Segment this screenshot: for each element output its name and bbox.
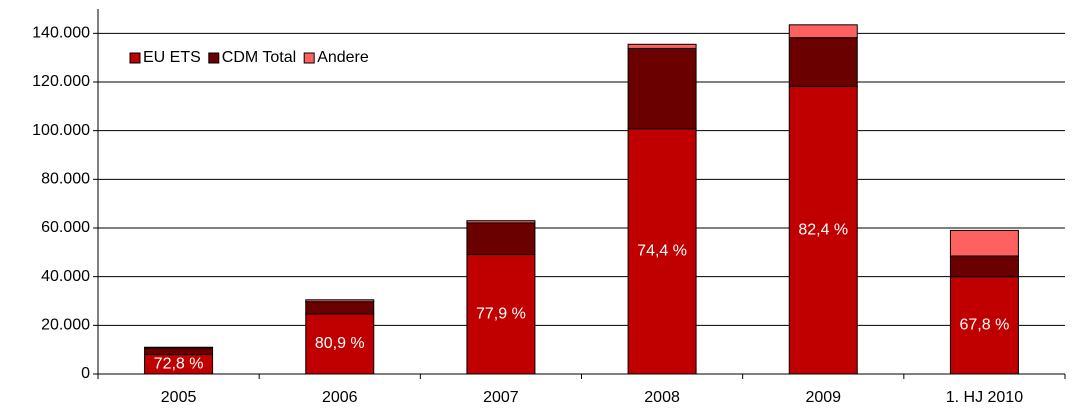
share-label: 74,4 %	[637, 243, 687, 260]
share-label: 80,9 %	[315, 335, 365, 352]
y-tick-label: 0	[81, 365, 90, 382]
x-tick-label: 2008	[644, 389, 680, 406]
share-label: 82,4 %	[798, 221, 848, 238]
legend-swatch	[129, 52, 141, 64]
bar-segment	[949, 255, 1019, 278]
share-label: 77,9 %	[476, 305, 526, 322]
legend-swatch	[303, 52, 315, 64]
bar-segment	[466, 220, 536, 224]
bar-segment	[949, 229, 1019, 257]
legend-label: Andere	[317, 49, 369, 66]
legend-label: CDM Total	[222, 49, 296, 66]
share-label: 72,8 %	[154, 355, 204, 372]
bar-segment	[144, 346, 214, 349]
x-tick-label: 1. HJ 2010	[946, 389, 1023, 406]
bar-segment	[788, 37, 858, 87]
y-tick-label: 80.000	[41, 171, 90, 188]
x-tick-label: 2009	[805, 389, 841, 406]
share-label: 67,8 %	[960, 317, 1010, 334]
x-tick-label: 2006	[322, 389, 358, 406]
bar-segment	[466, 222, 536, 256]
bar-segment	[949, 276, 1019, 375]
x-tick-label: 2007	[483, 389, 519, 406]
bar-segment	[305, 299, 375, 303]
bar-segment	[627, 47, 697, 130]
bar-segment	[788, 24, 858, 39]
bar-segment	[627, 43, 697, 49]
y-tick-label: 120.000	[32, 73, 90, 90]
bar-segment	[144, 347, 214, 356]
y-tick-label: 40.000	[41, 268, 90, 285]
x-tick-label: 2005	[161, 389, 197, 406]
y-tick-label: 100.000	[32, 122, 90, 139]
y-tick-label: 140.000	[32, 25, 90, 42]
bar-segment	[627, 128, 697, 375]
y-tick-label: 20.000	[41, 317, 90, 334]
bar-segment	[305, 313, 375, 375]
legend-label: EU ETS	[143, 49, 201, 66]
y-tick-label: 60.000	[41, 219, 90, 236]
bar-segment	[466, 254, 536, 375]
bar-segment	[305, 301, 375, 315]
legend-swatch	[208, 52, 220, 64]
